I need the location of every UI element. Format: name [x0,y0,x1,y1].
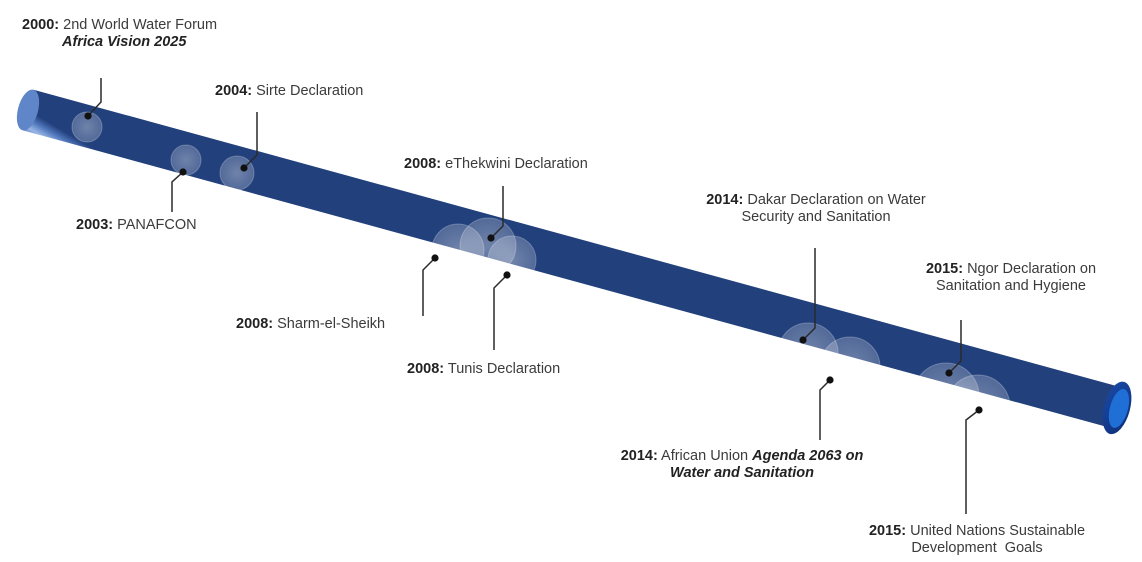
label-2004: 2004: Sirte Declaration [215,83,364,99]
bubble-2003 [170,144,202,176]
leader-2004 [243,112,258,169]
label-2014-african-union: 2014: African Union Agenda 2063 on Water… [620,448,864,481]
leader-2008-tunis [493,274,508,350]
marker-2008-sharm [431,254,439,262]
label-2008-sharm: 2008: Sharm-el-Sheikh [236,316,386,332]
marker-2003 [179,168,187,176]
bubble-2004 [219,155,255,191]
leader-2008-ethekwini [490,186,504,239]
marker-2014-dakar [799,336,807,344]
marker-2008-ethekwini [487,234,495,242]
leader-2008-sharm [422,257,436,316]
marker-2000 [84,112,92,120]
marker-2008-tunis [503,271,511,279]
bubble-2000 [71,111,103,143]
label-2003: 2003: PANAFCON [76,217,197,233]
bubble-2014-b [819,336,881,398]
leader-2015-ngor [948,320,962,374]
milestone-bubbles [71,111,1011,440]
label-2008-tunis: 2008: Tunis Declaration [407,361,561,377]
label-2015-ngor: 2015: Ngor Declaration on Sanitation and… [925,261,1097,294]
bubble-2008-c [487,235,537,285]
leader-2015-un [965,409,980,514]
leader-2014-dakar [802,248,816,341]
label-2008-ethekwini: 2008: eThekwini Declaration [404,156,588,172]
leader-2003 [171,171,184,212]
pipe-opening [1102,381,1132,435]
marker-2015-un [975,406,983,414]
leader-2014-au [819,379,831,440]
label-2015-un: 2015: United Nations Sustainable Develop… [868,523,1086,556]
leader-2000 [87,78,102,117]
marker-2014-au [826,376,834,384]
marker-2004 [240,164,248,172]
label-2000: 2000: 2nd World Water Forum Africa Visio… [22,17,218,50]
label-2014-dakar: 2014: Dakar Declaration on Water Securit… [706,192,926,225]
marker-2015-ngor [945,369,953,377]
leader-lines [87,78,980,514]
milestone-markers [84,112,983,414]
